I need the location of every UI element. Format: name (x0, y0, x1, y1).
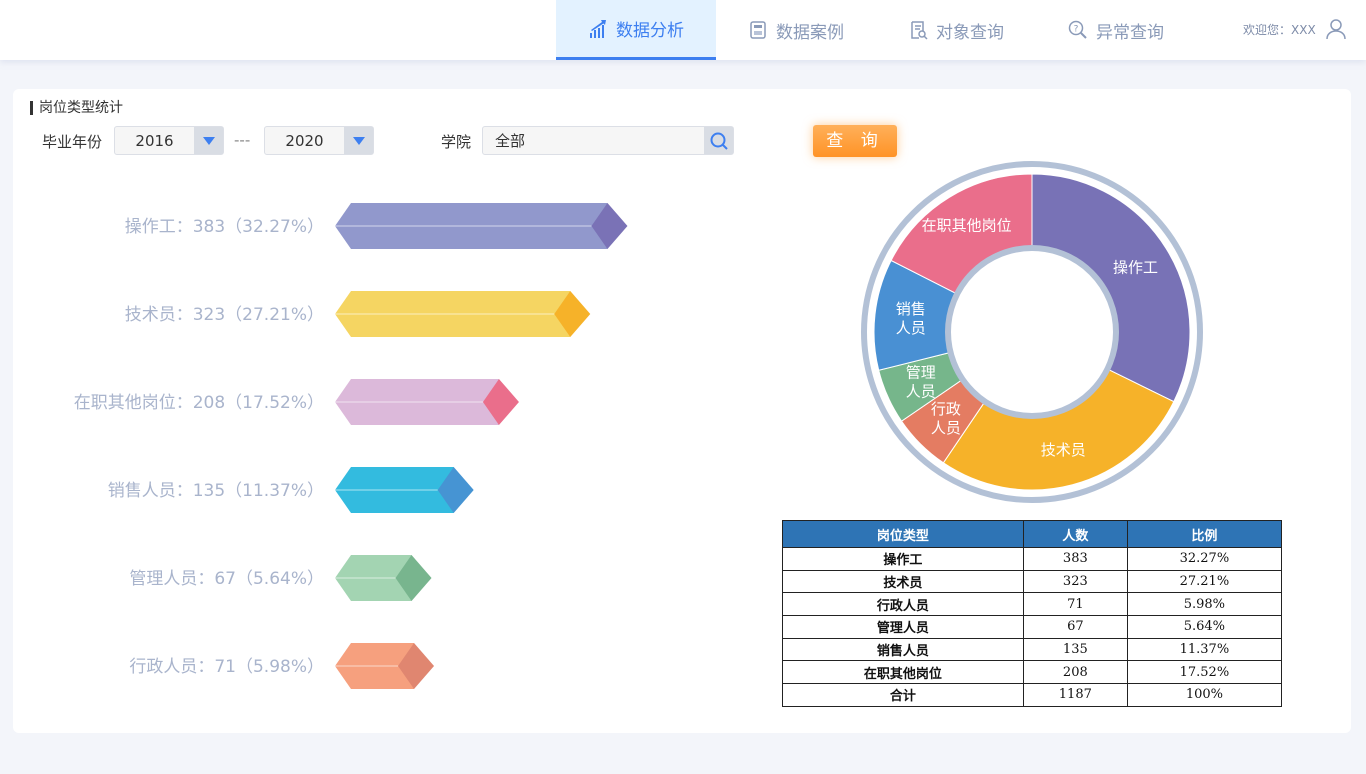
year-label: 毕业年份 (42, 133, 103, 151)
header-cell: 比例 (1126, 520, 1283, 548)
table-cell: 5.98% (1126, 592, 1283, 617)
bar-label: 管理人员：67（5.64%） (129, 569, 324, 589)
bar (335, 379, 519, 425)
header-cell: 人数 (1022, 520, 1128, 548)
bar (335, 291, 591, 337)
college-label: 学院 (441, 133, 472, 151)
table-row: 在职其他岗位 208 17.52% (782, 660, 1283, 685)
query-button[interactable]: 查 询 (813, 125, 897, 157)
tab-label: 数据分析 (616, 21, 684, 41)
table-cell: 383 (1022, 547, 1128, 571)
year-separator: --- (234, 131, 251, 149)
bar-cap (591, 203, 628, 249)
year-to-select[interactable]: 2020 (264, 126, 374, 155)
year-from-select[interactable]: 2016 (114, 126, 224, 155)
table-row: 销售人员 135 11.37% (782, 637, 1283, 662)
question-search-icon: ? (1068, 20, 1087, 39)
table-cell: 在职其他岗位 (782, 660, 1024, 685)
table-cell: 技术员 (782, 569, 1024, 594)
pie-label: 技术员 (1041, 441, 1086, 459)
tab-anomaly-query[interactable]: ? 异常查询 (1036, 0, 1196, 60)
table-cell: 5.64% (1126, 615, 1283, 639)
bar (335, 467, 474, 513)
tab-label: 对象查询 (936, 22, 1004, 43)
bar-cap (437, 467, 474, 513)
tab-object-query[interactable]: 对象查询 (876, 0, 1036, 60)
bar-cap (482, 379, 519, 425)
year-to-value: 2020 (285, 131, 324, 150)
table-cell: 11.37% (1126, 637, 1283, 662)
table-row: 技术员 323 27.21% (782, 569, 1283, 594)
table-cell: 67 (1022, 615, 1128, 639)
pie-label: 操作工 (1113, 258, 1158, 276)
header-cell: 岗位类型 (782, 520, 1024, 548)
bar-cap (395, 555, 432, 601)
calculator-icon (750, 21, 766, 39)
pie-label: 销售人员 (896, 300, 926, 337)
table-cell: 合计 (782, 683, 1024, 707)
table-row: 行政人员 71 5.98% (782, 592, 1283, 617)
year-from-value: 2016 (135, 131, 174, 150)
table-cell: 17.52% (1126, 660, 1283, 685)
chevron-down-icon[interactable] (344, 127, 373, 154)
table-cell: 135 (1022, 637, 1128, 662)
bar-label: 销售人员：135（11.37%） (107, 481, 324, 501)
bar-cap (398, 643, 435, 689)
chart-icon (590, 19, 606, 38)
table-cell: 100% (1126, 683, 1283, 707)
tab-data-analysis[interactable]: 数据分析 (556, 0, 716, 60)
top-nav: 数据分析 数据案例 对象查询 ? 异常查询 欢迎您：XXX (0, 0, 1366, 60)
chevron-down-icon[interactable] (194, 127, 223, 154)
bar-label: 在职其他岗位：208（17.52%） (73, 393, 324, 413)
bar-label: 行政人员：71（5.98%） (129, 657, 324, 677)
table-row: 合计 1187 100% (782, 683, 1283, 707)
table-cell: 管理人员 (782, 615, 1024, 639)
tab-label: 数据案例 (776, 22, 844, 43)
user-icon[interactable] (1325, 18, 1347, 40)
search-icon[interactable] (704, 127, 733, 154)
table-row: 管理人员 67 5.64% (782, 615, 1283, 639)
panel-title: 岗位类型统计 (30, 101, 123, 115)
bar-label: 操作工：383（32.27%） (124, 217, 324, 237)
svg-text:?: ? (1074, 25, 1079, 35)
document-search-icon (911, 21, 928, 40)
pie-label: 行政人员 (931, 400, 961, 437)
pie-label: 管理人员 (906, 363, 936, 400)
table-cell: 27.21% (1126, 569, 1283, 594)
bar-label: 技术员：323（27.21%） (124, 305, 324, 325)
data-table: 岗位类型 人数 比例 操作工 383 32.27% 技术员 323 27.21% 行政人员 7… (782, 520, 1283, 707)
table-cell: 操作工 (782, 547, 1024, 571)
table-cell: 32.27% (1126, 547, 1283, 571)
pie-label: 在职其他岗位 (922, 216, 1012, 234)
table-cell: 销售人员 (782, 637, 1024, 662)
table-cell: 208 (1022, 660, 1128, 685)
donut-inner-ring (945, 245, 1119, 419)
table-cell: 71 (1022, 592, 1128, 617)
table-header-row: 岗位类型 人数 比例 (782, 520, 1283, 548)
bar (335, 555, 432, 601)
bar-cap (554, 291, 591, 337)
bar (335, 203, 628, 249)
table-row: 操作工 383 32.27% (782, 547, 1283, 571)
bar (335, 643, 435, 689)
table-cell: 行政人员 (782, 592, 1024, 617)
table-cell: 1187 (1022, 683, 1128, 707)
welcome-text: 欢迎您：XXX (1243, 23, 1316, 37)
tab-label: 异常查询 (1096, 22, 1164, 43)
college-value: 全部 (495, 132, 526, 150)
college-input[interactable]: 全部 (482, 126, 734, 155)
table-cell: 323 (1022, 569, 1128, 594)
tab-data-cases[interactable]: 数据案例 (716, 0, 876, 60)
